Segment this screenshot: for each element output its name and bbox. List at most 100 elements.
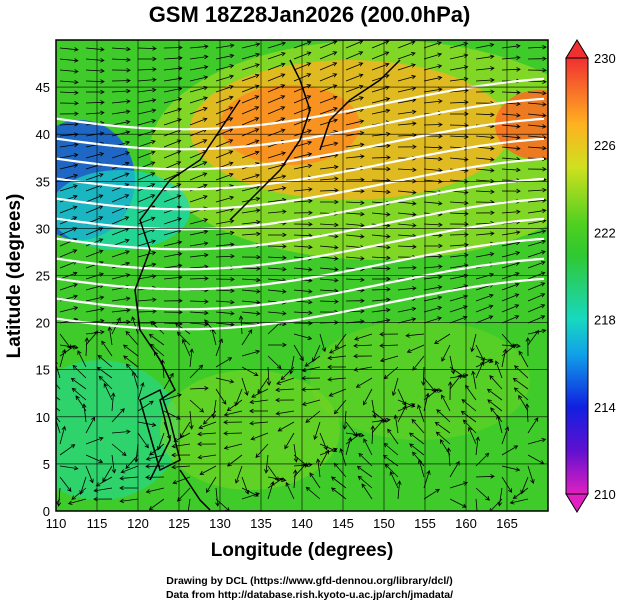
wind-arrow (475, 146, 495, 151)
wind-arrow (371, 40, 390, 49)
wind-arrow (319, 73, 338, 82)
wind-arrow (189, 172, 208, 181)
wind-arrow (397, 480, 402, 500)
wind-arrow (371, 234, 391, 239)
wind-arrow (353, 343, 373, 349)
wind-arrow (267, 128, 286, 137)
wind-arrow (397, 63, 416, 71)
wind-arrow (119, 475, 139, 481)
wind-arrow (189, 252, 209, 258)
wind-arrow (59, 249, 78, 258)
height-contour (56, 157, 545, 211)
wind-arrow (470, 333, 477, 353)
wind-arrow (156, 432, 165, 451)
wind-arrow (448, 381, 453, 401)
wind-arrow (342, 410, 348, 430)
wind-arrow (59, 69, 79, 74)
wind-arrow (241, 52, 261, 60)
wind-arrow (501, 67, 521, 72)
wind-arrow (527, 90, 547, 96)
y-tick-label: 40 (36, 127, 50, 142)
wind-arrow (389, 470, 399, 489)
wind-arrow (137, 67, 157, 72)
wind-arrow (111, 151, 130, 159)
wind-arrow (319, 141, 339, 148)
wind-arrow (238, 315, 244, 335)
wind-arrow (379, 355, 399, 363)
wind-arrow (131, 370, 139, 390)
wind-arrow (85, 307, 105, 313)
x-tick-label: 115 (87, 516, 108, 531)
wind-arrow (305, 486, 321, 500)
wind-arrow (111, 78, 131, 83)
wind-arrow (137, 119, 157, 126)
height-contour (56, 117, 545, 171)
wind-arrow (475, 498, 478, 511)
plot-frame (55, 39, 549, 512)
wind-arrow (137, 140, 156, 148)
wind-arrow (441, 344, 451, 362)
wind-arrow (215, 242, 235, 247)
wind-arrow (59, 306, 79, 313)
wind-arrow (267, 342, 287, 348)
wind-arrow (145, 487, 165, 494)
wind-arrow (199, 465, 217, 475)
wind-arrow (241, 117, 260, 126)
wind-arrow (137, 239, 157, 247)
wind-arrow (475, 474, 495, 479)
wind-arrow (85, 454, 104, 464)
wind-arrow (397, 306, 417, 313)
wind-arrow (111, 296, 131, 302)
wind-arrow (182, 338, 191, 357)
wind-arrow (411, 418, 425, 434)
wind-arrow (475, 112, 495, 117)
wind-arrow (397, 244, 417, 249)
wind-arrow (309, 472, 321, 489)
wind-arrow (475, 66, 495, 71)
wind-arrow (203, 410, 217, 425)
wind-arrow (241, 128, 260, 137)
x-tick-label: 120 (127, 516, 149, 531)
wind-arrow (234, 465, 243, 484)
wind-arrow (319, 256, 339, 261)
wind-arrow (449, 232, 469, 237)
wind-arrow (241, 84, 260, 93)
wind-arrow (449, 263, 469, 269)
wind-arrow (475, 436, 480, 456)
wind-arrow (111, 443, 127, 457)
wind-arrow (333, 462, 347, 478)
wind-arrow (119, 498, 139, 504)
wind-arrow (449, 111, 469, 117)
wind-arrow (111, 99, 131, 104)
colorbar-min-arrow (565, 493, 589, 513)
wind-arrow (111, 172, 130, 181)
wind-arrow (120, 465, 139, 474)
wind-arrow (241, 366, 259, 376)
wind-arrow (527, 282, 546, 291)
wind-arrow (137, 46, 157, 51)
wind-arrow (371, 97, 391, 104)
wind-arrow (501, 293, 520, 302)
coastlines (134, 59, 401, 511)
wind-arrow (293, 289, 313, 294)
wind-arrow (267, 481, 275, 500)
wind-arrow (423, 87, 443, 93)
wind-arrow (319, 245, 339, 250)
wind-arrow (77, 350, 87, 368)
wind-arrow (345, 211, 365, 217)
wind-arrow (215, 288, 235, 294)
wind-arrow (59, 121, 79, 127)
wind-arrow (85, 249, 104, 258)
lat-lon-grid (55, 40, 548, 512)
wind-arrow (111, 46, 131, 52)
wind-arrow (527, 102, 547, 107)
wind-arrow (423, 99, 443, 104)
wind-arrow (412, 355, 425, 371)
colorbar-tick-label: 210 (594, 487, 616, 502)
wind-arrow (449, 305, 468, 313)
wind-arrow (527, 417, 539, 434)
wind-arrow (215, 388, 227, 405)
wind-arrow (234, 388, 243, 407)
wind-arrow (171, 464, 191, 470)
wind-arrow (361, 483, 373, 500)
